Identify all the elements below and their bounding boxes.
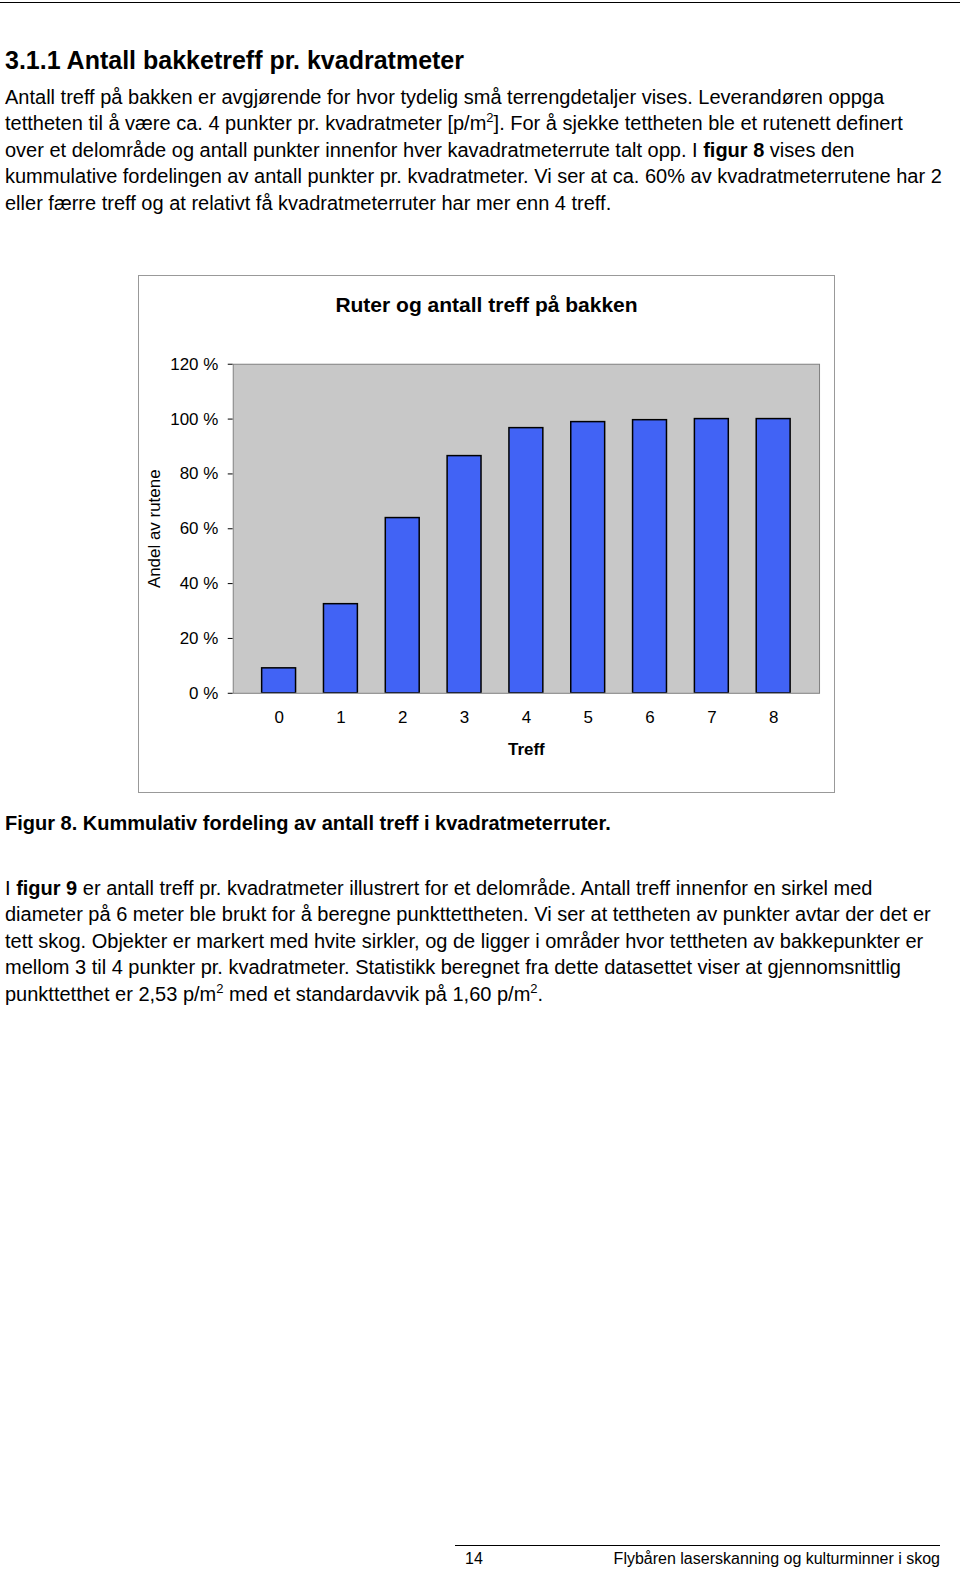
html-text:14: 14 xyxy=(465,1550,483,1567)
html-text:Flybåren laserskanning og kult: Flybåren laserskanning og kulturminner i… xyxy=(613,1550,940,1567)
svg-text:100 %: 100 % xyxy=(170,410,218,429)
svg-text:0: 0 xyxy=(274,708,283,727)
svg-text:1: 1 xyxy=(336,708,345,727)
html-text:Figur 8. Kummulativ fordeling: Figur 8. Kummulativ fordeling av antall … xyxy=(5,812,611,834)
html-text:Ruter og antall treff på bakke: Ruter og antall treff på bakken xyxy=(335,293,638,316)
svg-text:6: 6 xyxy=(645,708,654,727)
svg-text:2: 2 xyxy=(398,708,407,727)
svg-text:80 %: 80 % xyxy=(180,464,219,483)
svg-text:4: 4 xyxy=(522,708,531,727)
svg-text:60 %: 60 % xyxy=(180,519,219,538)
svg-text:5: 5 xyxy=(583,708,592,727)
svg-text:8: 8 xyxy=(769,708,778,727)
html-text:I figur 9 er antall treff pr.: I figur 9 er antall treff pr. kvadratmet… xyxy=(5,877,931,1005)
html-text:3.1.1 Antall bakketreff pr. kv: 3.1.1 Antall bakketreff pr. kvadratmeter xyxy=(5,46,464,74)
svg-text:0 %: 0 % xyxy=(189,684,218,703)
svg-text:Treff: Treff xyxy=(508,740,545,759)
svg-text:7: 7 xyxy=(707,708,716,727)
svg-text:20 %: 20 % xyxy=(180,629,219,648)
svg-text:120 %: 120 % xyxy=(170,355,218,374)
svg-text:Andel av rutene: Andel av rutene xyxy=(145,469,164,588)
svg-text:3: 3 xyxy=(460,708,469,727)
svg-text:40 %: 40 % xyxy=(180,574,219,593)
html-text:Antall treff på bakken er avgj: Antall treff på bakken er avgjørende for… xyxy=(5,86,942,214)
